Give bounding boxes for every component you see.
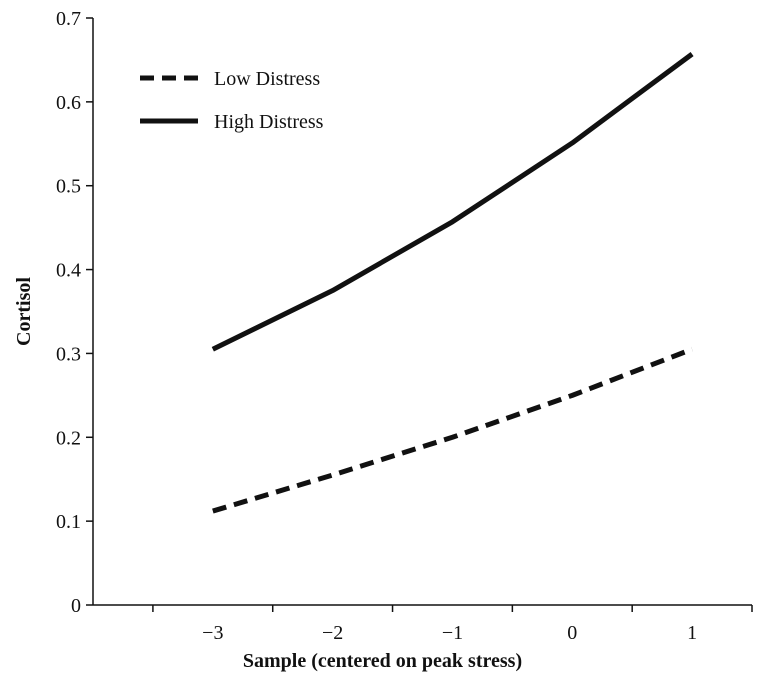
y-axis-title: Cortisol [13, 277, 35, 346]
y-tick-label: 0.7 [56, 8, 81, 30]
legend-label: High Distress [214, 111, 324, 133]
series-lines [211, 52, 694, 514]
x-axis: −3 −2 −1 0 1 [93, 604, 753, 644]
legend-label: Low Distress [214, 68, 320, 90]
x-tick-label: 1 [687, 622, 697, 644]
x-tick-label: −1 [442, 622, 463, 644]
x-tick-label: 0 [567, 622, 577, 644]
y-tick-label: 0.5 [56, 176, 81, 198]
y-tick-label: 0.3 [56, 343, 81, 365]
x-axis-title: Sample (centered on peak stress) [243, 650, 522, 672]
y-axis: 0 0.1 0.2 0.3 0.4 0.5 0.6 0.7 [56, 8, 94, 617]
series-line-low-distress [212, 346, 693, 514]
y-tick-label: 0 [71, 595, 81, 617]
legend: Low Distress High Distress [140, 68, 324, 133]
series-line-high-distress [211, 52, 694, 352]
y-tick-label: 0.6 [56, 92, 81, 114]
y-tick-label: 0.4 [56, 260, 81, 282]
x-tick-label: −2 [322, 622, 343, 644]
y-tick-label: 0.2 [56, 427, 81, 449]
x-tick-label: −3 [202, 622, 223, 644]
y-tick-label: 0.1 [56, 511, 81, 533]
